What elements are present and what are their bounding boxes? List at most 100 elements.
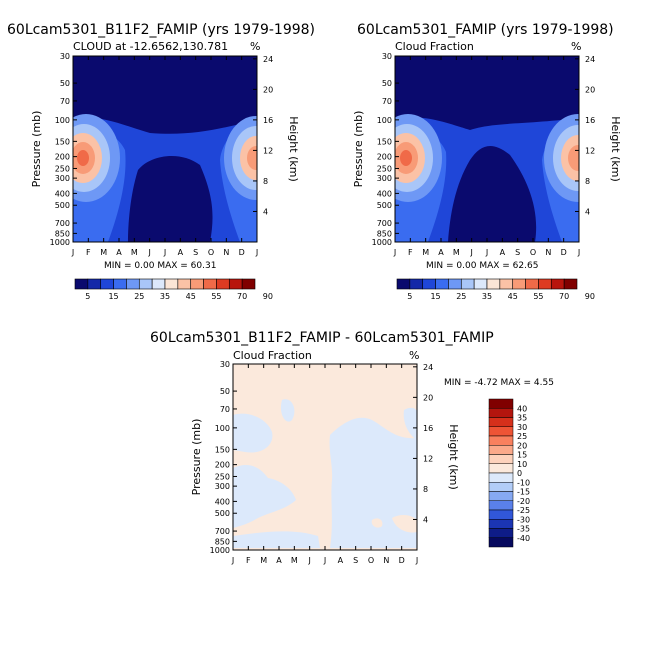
panel-1-pressure-tick-label: 100 xyxy=(55,116,70,125)
panel-diff-pressure-tick-label: 400 xyxy=(215,497,230,506)
panel-2-title: 60Lcam5301_FAMIP (yrs 1979-1998) xyxy=(357,22,614,38)
colorbar-diff-label: 40 xyxy=(517,404,527,413)
panel-diff-pressure-tick-label: 850 xyxy=(215,537,230,546)
colorbar-diff-swatch xyxy=(488,454,514,464)
colorbar-panel-1-swatch xyxy=(138,278,153,290)
panel-2-height-tick-label: 16 xyxy=(585,116,595,125)
panel-2-month-tick-label: A xyxy=(500,248,506,257)
colorbar-panel-1-swatch xyxy=(190,278,204,290)
panel-2-pressure-tick-label: 50 xyxy=(382,79,392,88)
panel-2-ylabel-right: Height (km) xyxy=(609,116,622,182)
panel-2-month-tick-label: O xyxy=(530,248,536,257)
panel-diff-month-tick-label: N xyxy=(383,556,389,565)
panel-2-pressure-tick-label: 200 xyxy=(377,153,392,162)
panel-1-pressure-tick-label: 700 xyxy=(55,219,70,228)
panel-diff-month-tick-label: D xyxy=(399,556,405,565)
panel-2-height-tick-label: 20 xyxy=(585,85,595,94)
colorbar-panel-1-swatch xyxy=(203,278,217,290)
colorbar-panel-1-swatch xyxy=(241,278,256,290)
panel-diff-pressure-tick-label: 30 xyxy=(220,360,230,369)
panel-diff-height-tick-label: 12 xyxy=(423,454,433,463)
panel-1-subtitle: CLOUD at -12.6562,130.781 xyxy=(73,40,228,53)
panel-1-pressure-tick-label: 50 xyxy=(60,79,70,88)
panel-2-month-tick-label: M xyxy=(453,248,460,257)
panel-2-month-tick-label: J xyxy=(577,248,580,257)
panel-diff-negative-region-5 xyxy=(233,531,320,548)
colorbar-panel-2-label: 90 xyxy=(585,292,595,301)
colorbar-panel-2-label: 55 xyxy=(533,292,543,301)
panel-2-month-tick-label: A xyxy=(438,248,444,257)
colorbar-panel-1-label: 90 xyxy=(263,292,273,301)
colorbar-panel-1-label: 70 xyxy=(237,292,247,301)
panel-diff-month-tick-label: A xyxy=(338,556,344,565)
panel-diff-month-tick-label: J xyxy=(307,556,310,565)
panel-1-pressure-tick-label: 1000 xyxy=(50,238,70,247)
colorbar-panel-2-swatch xyxy=(550,278,565,290)
colorbar-diff-swatch xyxy=(488,435,514,446)
panel-diff-pressure-tick-label: 300 xyxy=(215,482,230,491)
panel-2-month-tick-label: D xyxy=(561,248,567,257)
panel-1-month-tick-label: M xyxy=(131,248,138,257)
colorbar-diff-swatch xyxy=(488,528,514,538)
panel-1-month-tick-label: J xyxy=(147,248,150,257)
panel-1-month-tick-label: J xyxy=(255,248,258,257)
panel-1-units: % xyxy=(250,40,260,53)
colorbar-diff-swatch xyxy=(488,509,514,520)
colorbar-panel-1-label: 45 xyxy=(186,292,196,301)
panel-diff-ylabel-right: Height (km) xyxy=(447,424,460,490)
panel-1-pressure-tick-label: 850 xyxy=(55,229,70,238)
panel-2-month-tick-label: S xyxy=(515,248,520,257)
panel-diff-month-tick-label: S xyxy=(353,556,358,565)
panel-diff-negative-region-4 xyxy=(233,465,296,528)
colorbar-panel-1-swatch xyxy=(151,278,166,290)
panel-1-month-tick-label: J xyxy=(71,248,74,257)
colorbar-panel-2-swatch xyxy=(435,278,449,290)
colorbar-diff-swatch xyxy=(488,417,514,427)
colorbar-panel-1-label: 35 xyxy=(160,292,170,301)
colorbar-panel-1-swatch xyxy=(164,278,179,290)
colorbar-diff-label: 30 xyxy=(517,423,527,432)
colorbar-panel-1-swatch xyxy=(87,278,102,290)
panel-diff-month-tick-label: F xyxy=(246,556,251,565)
panel-2-blob-left-5 xyxy=(400,150,412,166)
panel-diff-height-tick-label: 4 xyxy=(423,515,428,524)
panel-1: 60Lcam5301_B11F2_FAMIP (yrs 1979-1998) C… xyxy=(0,22,315,271)
colorbar-panel-2-swatch xyxy=(563,278,578,290)
panel-1-plot xyxy=(0,55,297,243)
panel-diff-negative-region-3 xyxy=(329,417,417,548)
panel-1-title: 60Lcam5301_B11F2_FAMIP (yrs 1979-1998) xyxy=(7,22,315,38)
panel-1-month-tick-label: O xyxy=(208,248,214,257)
panel-diff-pressure-tick-label: 100 xyxy=(215,424,230,433)
colorbar-panel-1-swatch xyxy=(113,278,127,290)
colorbar-panel-2-swatch xyxy=(473,278,488,290)
panel-2-month-tick-label: J xyxy=(485,248,488,257)
panel-1-month-tick-label: M xyxy=(100,248,107,257)
panel-2-minmax: MIN = 0.00 MAX = 62.65 xyxy=(426,261,538,271)
panel-diff-month-tick-label: A xyxy=(276,556,282,565)
colorbar-panel-2-swatch xyxy=(499,278,514,290)
panel-1-pressure-tick-label: 300 xyxy=(55,174,70,183)
colorbar-panel-2-swatch xyxy=(396,278,411,290)
panel-1-month-tick-label: S xyxy=(193,248,198,257)
panel-2-month-tick-label: M xyxy=(422,248,429,257)
panel-diff-pressure-tick-label: 1000 xyxy=(210,546,230,555)
panel-diff-negative-region-2 xyxy=(280,399,295,422)
colorbar-diff-swatch xyxy=(488,445,514,455)
panel-2-height-tick-label: 4 xyxy=(585,207,590,216)
colorbar-panel-1-swatch xyxy=(177,278,192,290)
panel-2-pressure-tick-label: 850 xyxy=(377,229,392,238)
colorbar-diff-label: -25 xyxy=(517,506,530,515)
colorbar-diff-swatch xyxy=(488,463,514,474)
colorbar-panel-2-swatch xyxy=(448,278,462,290)
colorbar-panel-1-label: 55 xyxy=(211,292,221,301)
panel-diff-pressure-tick-label: 700 xyxy=(215,527,230,536)
colorbar-panel-2-label: 45 xyxy=(508,292,518,301)
panel-1-month-tick-label: D xyxy=(239,248,245,257)
panel-2-pressure-tick-label: 300 xyxy=(377,174,392,183)
panel-2-pressure-tick-label: 100 xyxy=(377,116,392,125)
colorbar-panel-2-swatch xyxy=(460,278,475,290)
panel-diff-month-tick-label: J xyxy=(415,556,418,565)
colorbar-panel-2-swatch xyxy=(409,278,424,290)
colorbar-diff-label: -30 xyxy=(517,515,530,524)
panel-1-month-tick-label: A xyxy=(178,248,184,257)
